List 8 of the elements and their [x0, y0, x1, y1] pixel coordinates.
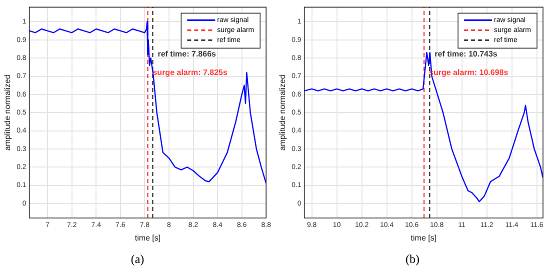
text: (b) — [406, 252, 420, 267]
y-axis-title: amplitude normalized — [2, 74, 12, 151]
x-axis-title: time [s] — [410, 233, 436, 242]
y-axis-title: amplitude normalized — [278, 74, 287, 151]
annotation: ref time: 7.866s — [157, 50, 216, 59]
text: (a) — [130, 252, 144, 267]
annotation: ref time: 10.743s — [434, 50, 498, 59]
x-axis-title: time [s] — [134, 233, 160, 242]
